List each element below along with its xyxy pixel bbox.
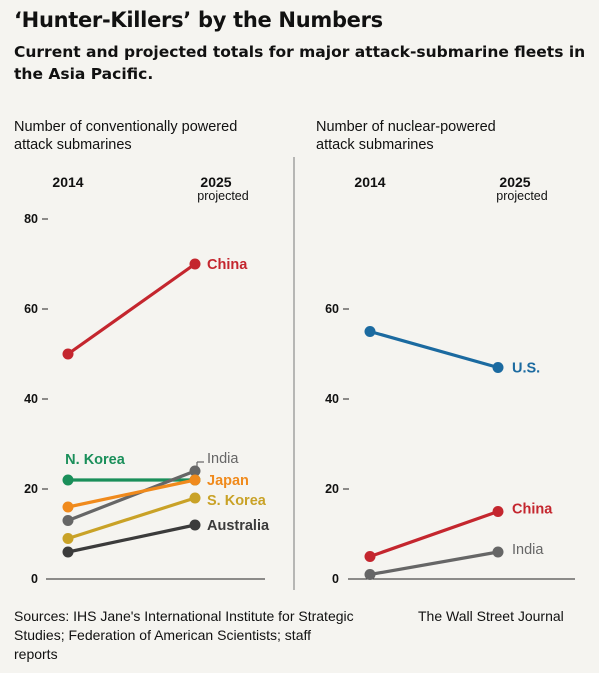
right-year-2014: 2014 [354,174,386,190]
conventional-india-point-2014 [62,515,74,526]
credit: The Wall Street Journal [418,608,564,624]
nuclear-china-point-2014 [364,551,376,562]
nuclear-ytick-label-20: 20 [325,482,339,496]
conventional-n-korea-point-2014 [62,474,74,486]
conventional-australia-line [66,523,197,554]
sources-note: Sources: IHS Jane's International Instit… [14,608,354,662]
conventional-japan-label: Japan [207,473,249,489]
conventional-ytick-label-0: 0 [31,572,38,586]
nuclear-india-point-2014 [364,569,376,580]
conventional-china-point-2014 [62,348,74,360]
right-year-2025: 2025 [499,174,531,190]
conventional-india-label: India [207,451,239,467]
nuclear-u-s-label: U.S. [512,361,540,377]
nuclear-ytick-label-60: 60 [325,302,339,316]
conventional-india-line [66,469,197,523]
conventional-s-korea-point-2025 [189,492,201,504]
conventional-ytick-label-80: 80 [24,212,38,226]
conventional-n-korea-label: N. Korea [65,452,126,468]
right-panel-ylabel: Number of nuclear-powered attack submari… [316,119,496,153]
nuclear-india-label: India [512,542,544,558]
conventional-china-point-2025 [189,258,201,270]
conventional-japan-line [66,478,197,509]
nuclear-u-s-point-2025 [492,362,504,373]
conventional-australia-label: Australia [207,518,270,534]
conventional-japan-point-2014 [62,501,74,513]
nuclear-china-point-2025 [492,506,504,517]
conventional-japan-point-2025 [189,474,201,486]
nuclear-china-line [368,509,500,559]
conventional-australia-point-2025 [189,519,201,531]
nuclear-u-s-line [368,329,500,370]
nuclear-ytick-label-40: 40 [325,392,339,406]
left-year-2014: 2014 [52,174,84,190]
nuclear-india-point-2025 [492,546,504,558]
conventional-ytick-label-20: 20 [24,482,38,496]
conventional-australia-point-2014 [62,546,74,558]
nuclear-india-line [368,550,500,577]
left-projected-label: projected [197,189,249,203]
left-year-2025: 2025 [200,174,232,190]
conventional-s-korea-line [66,496,197,541]
chart-subtitle: Current and projected totals for major a… [14,43,586,83]
conventional-s-korea-point-2014 [62,533,74,544]
nuclear-china-label: China [512,502,553,518]
chart-title: ‘Hunter-Killers’ by the Numbers [14,8,383,32]
right-projected-label: projected [496,189,548,203]
conventional-china-label: China [207,257,248,273]
conventional-china-line [66,262,197,356]
nuclear-ytick-label-0: 0 [332,572,339,586]
conventional-s-korea-label: S. Korea [207,493,267,509]
conventional-india-point-2025 [189,465,201,477]
conventional-ytick-label-40: 40 [24,392,38,406]
nuclear-u-s-point-2014 [364,326,376,337]
left-panel-ylabel: Number of conventionally powered attack … [14,119,238,153]
conventional-ytick-label-60: 60 [24,302,38,316]
